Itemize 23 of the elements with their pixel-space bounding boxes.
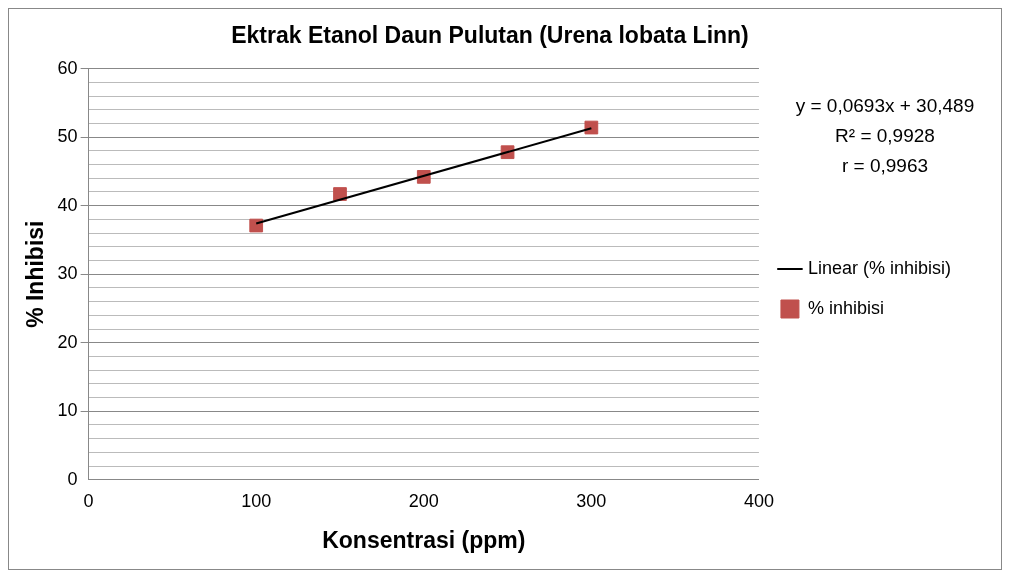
y-tick-label: 40 <box>57 194 78 215</box>
point <box>584 120 599 135</box>
x-tick-label: 400 <box>743 490 774 511</box>
text: R² = 0,9928 <box>835 124 935 146</box>
y-tick-label: 50 <box>57 126 78 147</box>
y-tick-label: 0 <box>67 468 78 489</box>
x-axis-title: Konsentrasi (ppm) <box>322 526 526 553</box>
x-tick-label: 0 <box>83 490 94 511</box>
y-tick-label: 10 <box>57 400 78 421</box>
x-tick-label: 300 <box>576 490 607 511</box>
y-tick-label: 60 <box>57 57 78 78</box>
legend-label: % inhibisi <box>807 297 884 318</box>
point <box>249 218 264 233</box>
text: r = 0,9963 <box>841 154 929 176</box>
x-tick-label: 200 <box>408 490 439 511</box>
text: y = 0,0693x + 30,489 <box>795 94 975 116</box>
y-tick-label: 20 <box>57 331 78 352</box>
y-tick-label: 30 <box>57 263 78 284</box>
y-axis-title: % Inhibisi <box>22 220 49 328</box>
legend-label: Linear (% inhibisi) <box>807 257 951 278</box>
chart-title: Ektrak Etanol Daun Pulutan (Urena lobata Linn) <box>231 22 749 49</box>
point <box>333 187 347 201</box>
x-tick-label: 100 <box>241 490 272 511</box>
